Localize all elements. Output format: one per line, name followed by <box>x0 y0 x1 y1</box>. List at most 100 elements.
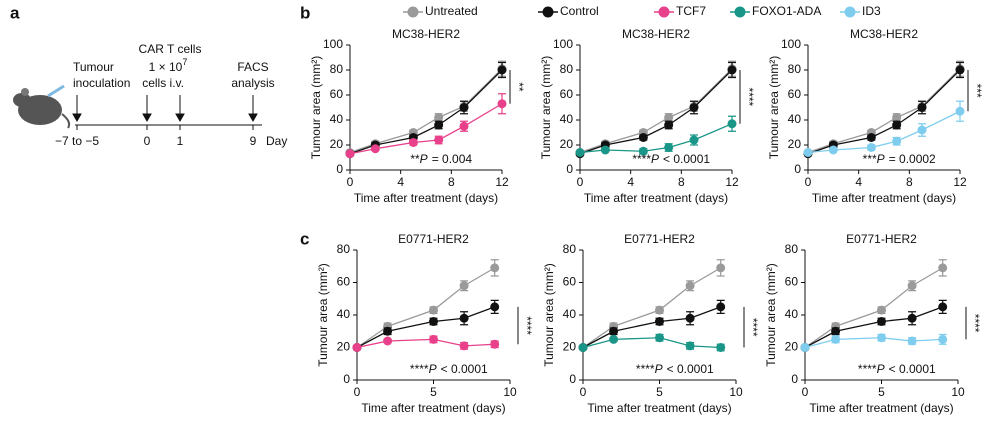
x-tick-label: 0 <box>577 175 584 189</box>
chart-title: MC38-HER2 <box>392 27 460 41</box>
data-point <box>938 334 948 344</box>
y-tick-label: 0 <box>569 372 576 386</box>
x-tick-label: 8 <box>678 175 685 189</box>
timeline-tick: −7 to −5 <box>55 134 99 148</box>
data-point <box>600 145 610 155</box>
data-point <box>370 144 380 154</box>
data-point <box>638 133 648 142</box>
p-value-annotation: **P = 0.004 <box>410 152 472 166</box>
x-tick-label: 0 <box>354 385 361 399</box>
y-tick-label: 60 <box>563 275 577 289</box>
y-tick-label: 100 <box>323 37 343 51</box>
data-point <box>429 334 438 344</box>
x-axis-label: Time after treatment (days) <box>587 401 731 415</box>
y-tick-label: 60 <box>560 87 574 101</box>
series-line <box>804 337 943 349</box>
y-tick-label: 20 <box>337 340 351 354</box>
data-point <box>877 305 886 315</box>
p-value-annotation: ***P = 0.0002 <box>863 152 936 166</box>
data-point <box>429 317 438 326</box>
series-line <box>356 338 495 349</box>
bracket-label: **** <box>742 88 756 107</box>
bracket-label: **** <box>746 318 760 337</box>
y-tick-label: 80 <box>560 62 574 76</box>
timeline-label: 1 × 107 <box>149 57 188 74</box>
series-line <box>349 68 503 154</box>
axis <box>356 250 510 381</box>
y-tick-label: 20 <box>788 137 802 151</box>
data-point <box>459 121 469 131</box>
panel-letter: c <box>300 229 309 248</box>
x-tick-label: 10 <box>729 385 743 399</box>
y-tick-label: 20 <box>563 340 577 354</box>
p-value-annotation: ****P < 0.0001 <box>410 362 488 376</box>
data-point <box>459 313 469 323</box>
x-axis-label: Time after treatment (days) <box>809 401 953 415</box>
series-line <box>804 267 944 349</box>
x-tick-label: 10 <box>951 385 965 399</box>
x-tick-label: 12 <box>953 175 967 189</box>
p-value: = 0.0002 <box>889 152 936 166</box>
x-tick-label: 10 <box>503 385 517 399</box>
p-stars: **** <box>632 152 651 166</box>
data-point <box>866 143 876 152</box>
data-point <box>638 146 648 156</box>
data-point <box>866 133 876 142</box>
data-point <box>917 103 927 112</box>
data-point <box>664 143 674 152</box>
y-tick-label: 0 <box>336 162 343 176</box>
y-tick-label: 20 <box>330 137 344 151</box>
data-point <box>917 125 927 135</box>
data-point <box>609 326 619 336</box>
p-value: < 0.0001 <box>667 362 714 376</box>
data-point <box>727 119 737 129</box>
p-label: P <box>420 152 428 166</box>
data-point <box>490 339 500 349</box>
timeline-label: analysis <box>231 76 274 90</box>
data-point <box>938 302 948 312</box>
series-line <box>807 68 961 154</box>
p-value-annotation: ****P < 0.0001 <box>636 362 714 376</box>
y-axis-label: Tumour area (mm²) <box>309 56 323 160</box>
y-axis-label: Tumour area (mm²) <box>764 263 778 367</box>
bracket-label: *** <box>970 84 984 98</box>
series-line <box>582 267 722 349</box>
y-axis-label: Tumour area (mm²) <box>539 56 553 160</box>
p-label: P <box>877 152 885 166</box>
data-point <box>459 103 469 112</box>
timeline-label: inoculation <box>73 76 130 90</box>
timeline-label: Tumour <box>73 60 114 74</box>
mouse-icon <box>13 84 71 129</box>
data-point <box>434 113 444 122</box>
p-label: P <box>655 362 663 376</box>
data-point <box>685 313 695 323</box>
x-axis-label: Time after treatment (days) <box>354 191 498 205</box>
data-point <box>490 302 500 312</box>
x-tick-label: 0 <box>347 175 354 189</box>
p-value: = 0.004 <box>432 152 473 166</box>
x-tick-label: 12 <box>495 175 509 189</box>
dose: 1 × 10 <box>149 60 183 74</box>
chart-title: MC38-HER2 <box>850 27 918 41</box>
data-point <box>408 138 418 147</box>
data-point <box>609 334 619 344</box>
axis <box>582 250 736 381</box>
data-point <box>689 135 699 145</box>
legend-marker <box>407 6 419 18</box>
y-tick-label: 0 <box>794 162 801 176</box>
y-tick-label: 40 <box>788 112 802 126</box>
timeline-tick: 1 <box>177 134 184 148</box>
y-tick-label: 0 <box>791 372 798 386</box>
data-point <box>938 263 948 273</box>
p-label: P <box>429 362 437 376</box>
y-tick-label: 0 <box>343 372 350 386</box>
x-axis-label: Time after treatment (days) <box>361 401 505 415</box>
chart-title: MC38-HER2 <box>622 27 690 41</box>
data-point <box>459 341 469 351</box>
dose-exponent: 7 <box>182 57 187 67</box>
y-tick-label: 100 <box>553 37 573 51</box>
timeline-label: cells i.v. <box>142 76 184 90</box>
bracket-label: **** <box>520 316 534 335</box>
data-point <box>383 326 393 336</box>
data-point <box>716 263 726 273</box>
